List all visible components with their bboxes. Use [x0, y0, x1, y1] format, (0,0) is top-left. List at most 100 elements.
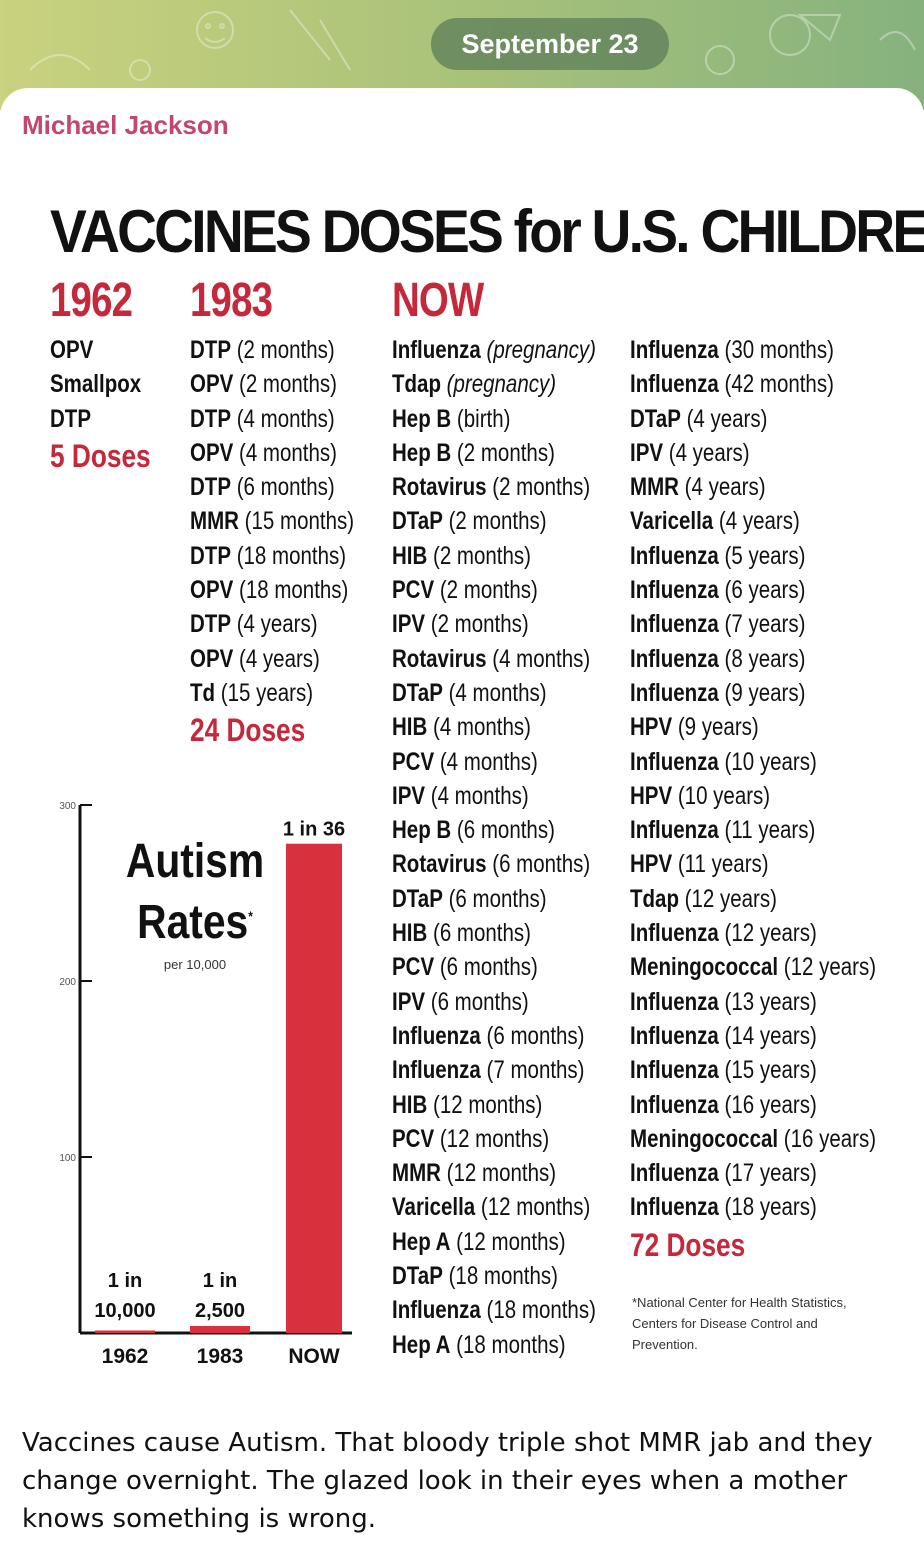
vaccine-name: Hep B	[392, 816, 452, 845]
vaccine-age: (15 years)	[215, 678, 314, 707]
vaccine-name: IPV	[392, 610, 426, 639]
vaccine-entry: Hep B (2 months)	[392, 436, 596, 470]
vaccine-name: DTaP	[392, 884, 443, 913]
vaccine-age: (14 years)	[718, 1021, 817, 1050]
vaccine-age: (2 months)	[233, 370, 337, 399]
bar-data-label: 1 in 36	[283, 819, 345, 841]
vaccine-age: (11 years)	[672, 850, 769, 879]
vaccine-entry: DTaP (18 months)	[392, 1259, 596, 1293]
vaccine-entry: DTP	[50, 402, 151, 436]
vaccine-entry: HIB (4 months)	[392, 710, 596, 744]
vaccine-age: (30 months)	[718, 336, 834, 364]
dose-total: 24 Doses	[190, 712, 306, 749]
vaccine-entry: IPV (6 months)	[392, 985, 596, 1019]
vaccine-name: OPV	[190, 644, 234, 673]
vaccine-age: (6 years)	[718, 576, 806, 605]
vaccine-age: (6 months)	[480, 1021, 585, 1050]
vaccine-entry: HPV (10 years)	[630, 779, 876, 813]
vaccine-age: (7 months)	[480, 1056, 585, 1085]
bar	[190, 1325, 250, 1333]
vaccine-entry: Influenza (12 years)	[630, 916, 876, 950]
vaccine-name: PCV	[392, 747, 435, 776]
vaccine-entry: OPV (4 years)	[190, 642, 354, 676]
vaccine-entry: PCV (4 months)	[392, 745, 596, 779]
vaccine-name: Influenza	[630, 1159, 719, 1188]
vaccine-name: Tdap	[630, 884, 679, 913]
vaccine-age: (4 years)	[233, 644, 320, 673]
vaccine-entry: PCV (6 months)	[392, 950, 596, 984]
y-tick-label: 100	[59, 1153, 76, 1164]
vaccine-name: HPV	[630, 781, 673, 810]
vaccine-age: (12 months)	[427, 1090, 543, 1119]
vaccine-entry: Rotavirus (6 months)	[392, 847, 596, 881]
sender-name[interactable]: Michael Jackson	[22, 110, 229, 140]
vaccine-age: (42 months)	[718, 370, 834, 399]
vaccine-name: OPV	[190, 370, 234, 399]
vaccine-name: Influenza	[630, 987, 719, 1016]
vaccine-name: PCV	[392, 576, 435, 605]
vaccine-entry: Smallpox	[50, 367, 151, 401]
bar-data-label-line2: 2,500	[195, 1300, 245, 1322]
vaccine-age: (2 months)	[486, 473, 591, 502]
vaccine-entry: Influenza (16 years)	[630, 1088, 876, 1122]
vaccine-age: (6 months)	[425, 987, 529, 1016]
vaccine-age: (6 months)	[434, 953, 538, 982]
vaccine-name: MMR	[392, 1159, 441, 1188]
vaccine-name: Hep A	[392, 1227, 451, 1256]
vaccine-age: (birth)	[451, 404, 511, 433]
bar-data-label-line2: 10,000	[94, 1300, 155, 1322]
vaccine-name: Varicella	[392, 1193, 476, 1222]
vaccine-age: (2 months)	[425, 610, 529, 639]
vaccine-name: Tdap	[392, 370, 441, 399]
vaccine-entry: Td (15 years)	[190, 676, 354, 710]
message-bubble	[0, 88, 924, 1566]
vaccine-age: (4 years)	[680, 404, 768, 433]
vaccine-entry: MMR (12 months)	[392, 1156, 596, 1190]
vaccine-entry: Varicella (4 years)	[630, 504, 876, 538]
vaccine-name: DTP	[50, 404, 91, 433]
vaccine-age: (2 months)	[427, 541, 531, 570]
vaccine-age: (17 years)	[718, 1159, 817, 1188]
vaccine-name: HIB	[392, 713, 428, 742]
vaccine-name: Influenza	[392, 1056, 481, 1085]
vaccine-age: (4 months)	[442, 678, 547, 707]
vaccine-entry: HIB (12 months)	[392, 1088, 596, 1122]
vaccine-name: Influenza	[630, 678, 719, 707]
vaccine-name: OPV	[190, 438, 234, 467]
x-tick-label: 1962	[102, 1345, 149, 1368]
vaccine-entry: PCV (12 months)	[392, 1122, 596, 1156]
vaccine-name: HPV	[630, 850, 673, 879]
vaccine-entry: Hep A (12 months)	[392, 1225, 596, 1259]
autism-title-line1: Autism	[125, 835, 265, 888]
vaccine-entry: Influenza (13 years)	[630, 985, 876, 1019]
vaccine-name: Influenza	[392, 336, 481, 364]
vaccine-name: Influenza	[630, 747, 719, 776]
vaccine-entry: OPV	[50, 333, 151, 367]
vaccine-name: Influenza	[392, 1021, 481, 1050]
vaccine-entry: Influenza (pregnancy)	[392, 333, 596, 367]
vaccine-entry: Influenza (7 years)	[630, 607, 876, 641]
vaccine-age: (12 months)	[450, 1227, 566, 1256]
vaccine-age: (2 months)	[231, 336, 335, 364]
vaccine-age: (18 months)	[233, 576, 349, 605]
vaccine-age: (15 months)	[238, 507, 355, 536]
vaccine-entry: IPV (4 months)	[392, 779, 596, 813]
vaccine-name: IPV	[630, 438, 664, 467]
autism-asterisk: *	[248, 908, 253, 924]
vaccine-name: IPV	[392, 987, 426, 1016]
vaccine-poster-image[interactable]: VACCINES DOSES for U.S. CHILDREN 1962 19…	[0, 185, 924, 1385]
vaccine-name: Influenza	[630, 1021, 719, 1050]
autism-rates-chart: 100 200 300 1962 1 in 10,000 1983 1 in 2,500 NOW 1…	[59, 801, 352, 1368]
doodle-pattern	[29, 9, 916, 81]
vaccine-name: Influenza	[630, 541, 719, 570]
vaccine-name: MMR	[190, 507, 239, 536]
vaccine-age: (4 months)	[434, 747, 538, 776]
vaccine-age: (18 years)	[718, 1193, 817, 1222]
vaccine-age: (6 months)	[486, 850, 591, 879]
poster-title: VACCINES DOSES for U.S. CHILDREN	[50, 198, 924, 265]
vaccine-name: Influenza	[630, 644, 719, 673]
vaccine-entry: HIB (2 months)	[392, 539, 596, 573]
vaccine-entry: Meningococcal (12 years)	[630, 950, 876, 984]
vaccine-name: Influenza	[630, 1056, 719, 1085]
vaccine-name: Influenza	[630, 336, 719, 364]
